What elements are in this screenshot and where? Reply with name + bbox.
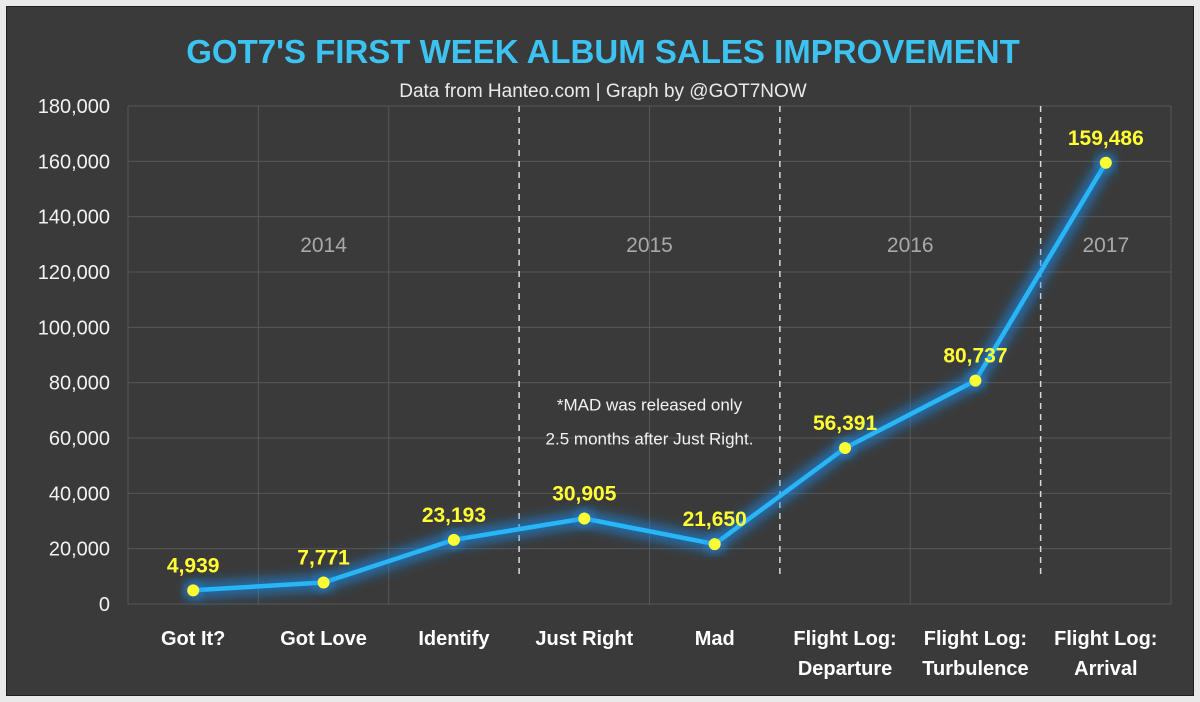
gridlines [127, 105, 1172, 605]
y-tick-label: 0 [99, 594, 110, 616]
data-point [578, 512, 591, 525]
y-tick-label: 100,000 [38, 317, 110, 339]
year-label: 2017 [1082, 234, 1129, 257]
data-point [447, 533, 460, 546]
x-tick-label-line: Arrival [1074, 658, 1137, 680]
x-tick-label: Got It? [161, 628, 225, 650]
x-tick-label-line: Mad [695, 628, 735, 650]
x-tick-label: Just Right [535, 628, 633, 650]
x-tick-label-line: Turbulence [922, 658, 1028, 680]
x-tick-label: Identify [418, 628, 490, 650]
x-tick-label-line: Departure [798, 658, 892, 680]
chart-svg: GOT7'S FIRST WEEK ALBUM SALES IMPROVEMEN… [38, 33, 1172, 680]
data-label: 4,939 [167, 554, 220, 577]
chart-subtitle: Data from Hanteo.com | Graph by @GOT7NOW [399, 81, 807, 102]
x-tick-label-line: Got Love [280, 628, 367, 650]
annotation-note: *MAD was released only 2.5 months after J… [546, 395, 754, 448]
year-label: 2016 [887, 234, 934, 257]
x-tick-label: Flight Log: Departure [793, 628, 896, 680]
y-tick-label: 160,000 [38, 151, 110, 173]
series-line [190, 160, 1109, 593]
data-point [1099, 156, 1112, 169]
chart-frame: GOT7'S FIRST WEEK ALBUM SALES IMPROVEMEN… [6, 6, 1194, 696]
chart-title: GOT7'S FIRST WEEK ALBUM SALES IMPROVEMEN… [186, 33, 1020, 70]
data-label: 56,391 [813, 412, 878, 435]
data-label: 80,737 [943, 345, 1007, 368]
data-point [839, 441, 852, 454]
year-dividers [518, 106, 1042, 579]
x-tick-label-line: Flight Log: [924, 628, 1027, 650]
x-tick-label: Got Love [280, 628, 367, 650]
y-tick-label: 80,000 [49, 373, 110, 395]
annotation-line: 2.5 months after Just Right. [546, 429, 754, 448]
data-point [969, 374, 982, 387]
annotation-line: *MAD was released only [557, 395, 743, 414]
x-tick-label: Flight Log: Turbulence [922, 628, 1028, 680]
data-label: 30,905 [552, 482, 617, 505]
year-label: 2014 [300, 234, 347, 257]
data-label: 21,650 [683, 508, 747, 531]
x-axis-ticks: Got It? Got Love Identify Just Right Mad Flig… [161, 628, 1157, 680]
data-point [187, 584, 200, 597]
x-tick-label-line: Flight Log: [793, 628, 896, 650]
y-tick-label: 120,000 [38, 262, 110, 284]
y-tick-label: 60,000 [49, 428, 110, 450]
x-tick-label-line: Just Right [535, 628, 633, 650]
data-label: 159,486 [1068, 127, 1144, 150]
x-tick-label: Mad [695, 628, 735, 650]
data-point [317, 576, 330, 589]
x-tick-label-line: Flight Log: [1054, 628, 1157, 650]
y-tick-label: 180,000 [38, 96, 110, 118]
y-tick-label: 20,000 [49, 539, 110, 561]
year-labels: 2014 2015 2016 2017 [300, 234, 1129, 257]
x-tick-label: Flight Log: Arrival [1054, 628, 1157, 680]
y-tick-label: 140,000 [38, 207, 110, 229]
sales-series [184, 153, 1115, 600]
data-label: 7,771 [297, 547, 350, 570]
y-axis-ticks: 0 20,000 40,000 60,000 80,000 100,000 120,000 1… [38, 96, 110, 616]
year-label: 2015 [626, 234, 673, 257]
data-label: 23,193 [422, 504, 486, 527]
y-tick-label: 40,000 [49, 483, 110, 505]
data-labels: 4,939 7,771 23,193 30,905 21,650 56,391 80,737… [167, 127, 1144, 578]
x-tick-label-line: Got It? [161, 628, 225, 650]
x-tick-label-line: Identify [418, 628, 490, 650]
data-point [708, 538, 721, 551]
